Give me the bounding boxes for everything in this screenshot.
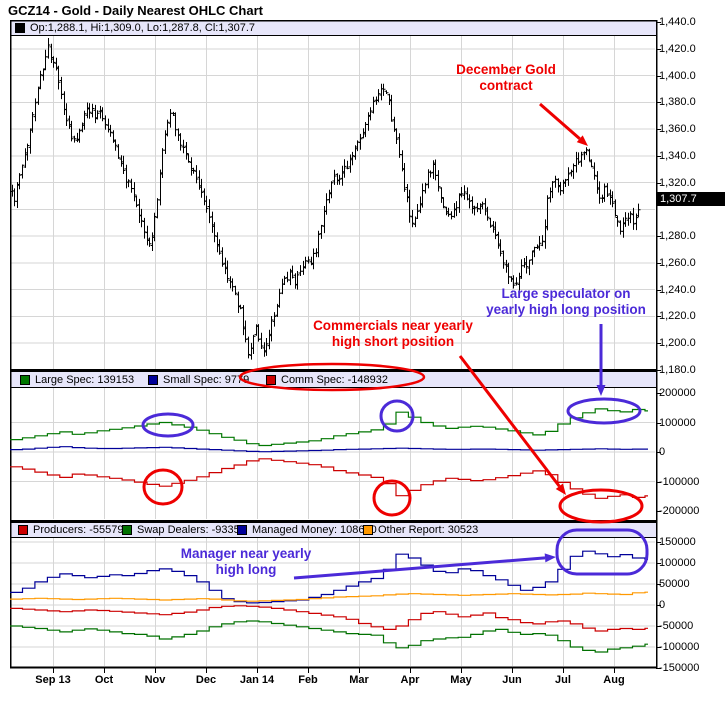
x-axis-label: Jul — [555, 674, 571, 686]
producers-swatch-icon — [18, 525, 28, 535]
series-line-swap-dealers — [10, 620, 648, 653]
legend-item-large-spec: Large Spec: 139153 — [35, 373, 135, 386]
x-axis-label: Oct — [94, 674, 114, 686]
x-axis-label: Apr — [400, 674, 420, 686]
y-axis-label: 1,260.0 — [659, 257, 696, 269]
ohlc-legend: Op:1,288.1, Hi:1,309.0, Lo:1,287.8, Cl:1… — [11, 21, 656, 35]
ohlc-legend-text: Op:1,288.1, Hi:1,309.0, Lo:1,287.8, Cl:1… — [30, 22, 256, 34]
x-axis-label: May — [450, 674, 472, 686]
cot-disagg-legend: Producers: -55579 Swap Dealers: -93353 M… — [11, 523, 656, 537]
large-spec-swatch-icon — [20, 374, 30, 385]
y-axis-label: 1,240.0 — [659, 284, 696, 296]
swap-dealers-swatch-icon — [122, 525, 132, 535]
x-axis-label: Jan 14 — [239, 674, 275, 686]
legend-item-other-report: Other Report: 30523 — [378, 524, 479, 536]
ohlc-swatch-icon — [15, 23, 25, 33]
comm-spec-swatch-icon — [266, 374, 276, 385]
highlight-comm-spec-nov-trough — [142, 468, 184, 506]
last-price-badge: 1,307.7 — [657, 192, 725, 206]
y-axis-label: 50000 — [659, 578, 690, 590]
y-axis-label: -100000 — [659, 476, 700, 488]
managed-money-swatch-icon — [237, 525, 247, 535]
series-line-other-report — [10, 591, 648, 602]
annotation-large-speculator: Large speculator on yearly high long pos… — [486, 286, 646, 317]
highlight-large-spec-yearly-high — [566, 397, 642, 425]
y-axis-label: 100000 — [659, 557, 696, 569]
series-line-small-spec — [10, 446, 648, 453]
y-axis-label: 150000 — [659, 536, 696, 548]
y-axis-label: 1,180.0 — [659, 364, 696, 376]
series-line-large-spec — [10, 408, 648, 447]
y-axis-label: 100000 — [659, 417, 696, 429]
series-line-comm-spec — [10, 458, 648, 499]
x-axis-label: Dec — [195, 674, 217, 686]
legend-item-managed-money: Managed Money: 108630 — [252, 524, 377, 536]
other-report-swatch-icon — [363, 525, 373, 535]
y-axis-label: 1,340.0 — [659, 150, 696, 162]
y-axis-label: 0 — [659, 446, 666, 458]
x-axis-label: Jun — [502, 674, 522, 686]
x-axis-label: Sep 13 — [35, 674, 71, 686]
arrow-commercials-head — [555, 483, 566, 495]
y-axis-label: -50000 — [659, 620, 694, 632]
y-axis-label: 1,420.0 — [659, 43, 696, 55]
annotation-manager: Manager near yearly high long — [180, 546, 312, 577]
small-spec-swatch-icon — [148, 374, 158, 385]
highlight-large-spec-mar-peak — [379, 399, 415, 433]
y-axis-label: -100000 — [659, 641, 700, 653]
annotation-commercials: Commercials near yearly high short posit… — [313, 318, 473, 349]
y-axis-label: 1,360.0 — [659, 123, 696, 135]
highlight-comm-spec-mar-trough — [372, 479, 412, 517]
y-axis-label: 1,220.0 — [659, 310, 696, 322]
highlight-comm-spec-yearly-low — [558, 488, 644, 524]
y-axis-label: 1,400.0 — [659, 70, 696, 82]
legend-item-swap-dealers: Swap Dealers: -93353 — [137, 524, 246, 536]
series-line-producers — [10, 605, 648, 632]
legend-item-small-spec: Small Spec: 9779 — [163, 373, 250, 386]
highlight-large-spec-nov-peak — [141, 412, 195, 438]
arrow-december-gold-head — [576, 135, 588, 146]
arrow-december-gold — [539, 102, 581, 140]
x-axis-label: Mar — [349, 674, 369, 686]
x-axis-label: Feb — [298, 674, 318, 686]
y-axis-label: 1,380.0 — [659, 96, 696, 108]
y-axis-label: 1,200.0 — [659, 337, 696, 349]
annotation-december-gold: December Gold contract — [456, 62, 556, 93]
y-axis-label: 1,280.0 — [659, 230, 696, 242]
y-axis-label: 200000 — [659, 387, 696, 399]
legend-item-producers: Producers: -55579 — [33, 524, 124, 536]
legend-item-comm-spec: Comm Spec: -148932 — [281, 373, 388, 386]
y-axis-label: -200000 — [659, 505, 700, 517]
cot-legacy-legend: Large Spec: 139153 Small Spec: 9779 Comm… — [11, 372, 656, 387]
y-axis-label: -150000 — [659, 662, 700, 674]
arrow-manager-head — [544, 553, 556, 563]
y-axis-label: 0 — [659, 599, 666, 611]
y-axis-label: 1,320.0 — [659, 177, 696, 189]
y-axis-label: 1,440.0 — [659, 16, 696, 28]
x-axis-label: Nov — [144, 674, 166, 686]
x-axis-label: Aug — [603, 674, 625, 686]
chart-title: GCZ14 - Gold - Daily Nearest OHLC Chart — [8, 3, 263, 18]
